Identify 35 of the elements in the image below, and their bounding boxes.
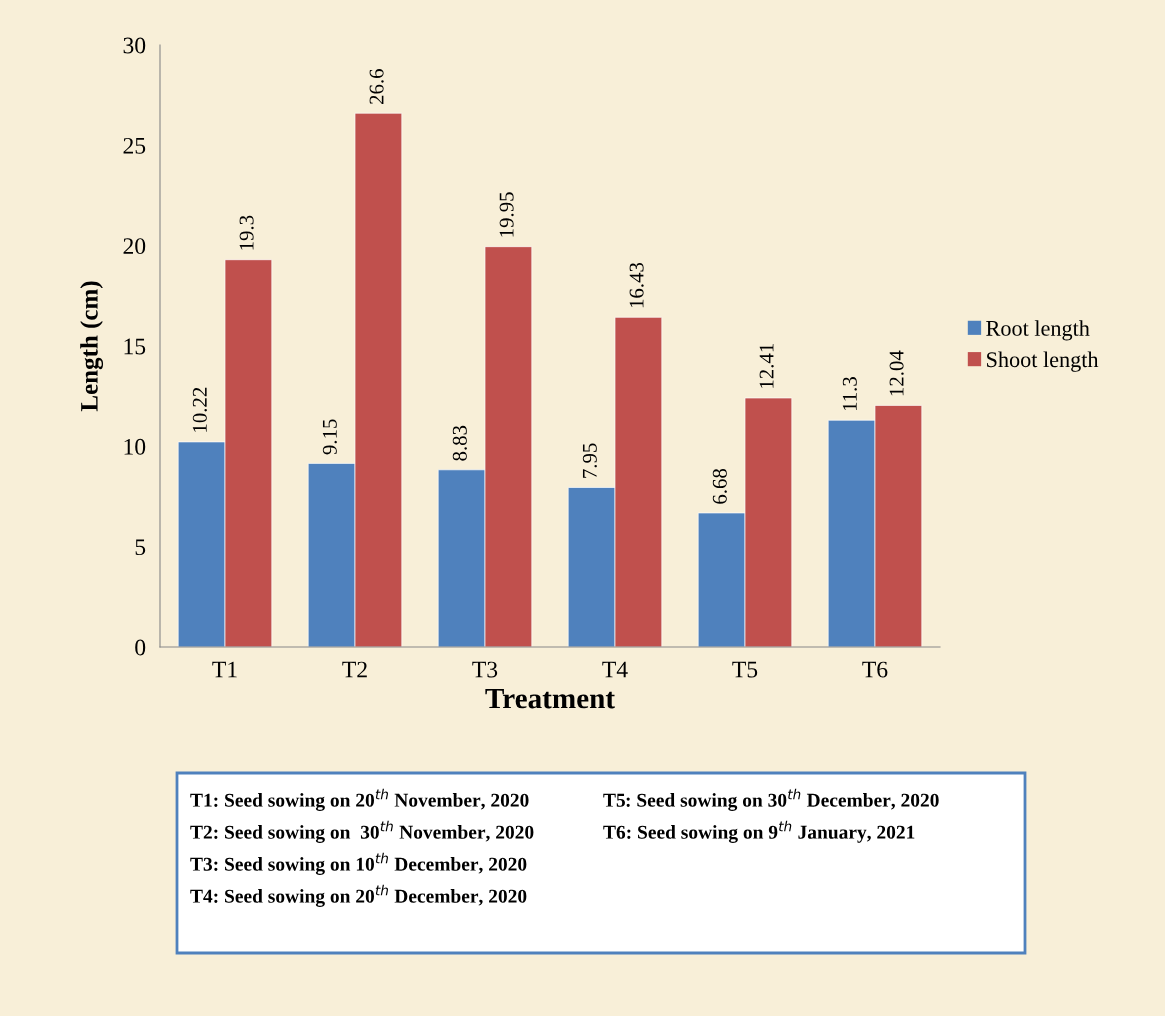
y-axis-title: Length (cm) xyxy=(80,281,104,412)
x-tick-label: T6 xyxy=(862,661,888,678)
data-label: 9.15 xyxy=(322,419,337,455)
data-label: 11.3 xyxy=(842,377,857,411)
x-axis-title: Treatment xyxy=(485,689,615,709)
data-label: 6.68 xyxy=(712,468,727,504)
x-tick-label: T3 xyxy=(472,661,498,678)
legend-label: Root length xyxy=(986,320,1090,341)
text: T4: Seed sowing on 20$^{th}$ December, 2020 xyxy=(190,884,527,907)
data-label: 19.95 xyxy=(499,192,514,237)
y-tick-label: 0 xyxy=(135,639,146,656)
text: T5: Seed sowing on 30$^{th}$ December, 2020 xyxy=(603,788,939,811)
text: T3: Seed sowing on 10$^{th}$ December, 2020 xyxy=(190,852,527,875)
legend-label: Shoot length xyxy=(987,351,1099,372)
y-tick-label: 15 xyxy=(124,338,146,355)
text: T1: Seed sowing on 20$^{th}$ November, 2020 xyxy=(190,788,529,811)
data-label: 7.95 xyxy=(582,443,597,478)
y-tick-label: 20 xyxy=(123,238,146,255)
data-label: 10.22 xyxy=(192,387,207,432)
text: T2: Seed sowing on 30$^{th}$ November, 2020 xyxy=(190,820,534,843)
x-tick-label: T4 xyxy=(602,661,628,678)
data-label: 8.83 xyxy=(452,425,467,461)
data-label: 19.3 xyxy=(239,215,254,250)
x-tick-label: T5 xyxy=(732,661,758,678)
y-tick-label: 30 xyxy=(123,37,146,54)
y-tick-label: 5 xyxy=(135,539,146,556)
x-tick-label: T1 xyxy=(212,661,237,678)
y-tick-label: 25 xyxy=(123,137,146,154)
data-label: 26.6 xyxy=(369,69,384,104)
data-label: 12.04 xyxy=(889,350,904,396)
x-tick-label: T2 xyxy=(342,661,367,678)
data-label: 16.43 xyxy=(629,262,644,308)
text: T6: Seed sowing on 9$^{th}$ January, 2021 xyxy=(603,820,915,843)
y-tick-label: 10 xyxy=(124,438,146,455)
data-label: 12.41 xyxy=(759,344,774,388)
